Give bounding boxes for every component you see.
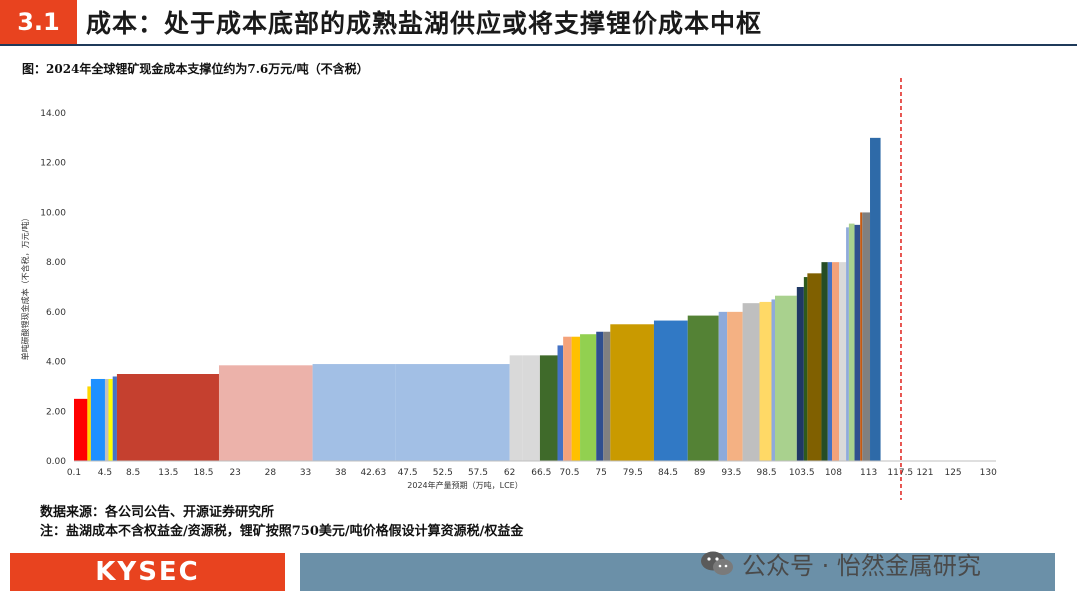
x-tick-label: 79.5	[623, 468, 643, 478]
bar-23	[718, 311, 728, 461]
x-tick-label: 103.5	[789, 468, 815, 478]
bar-27	[771, 299, 776, 461]
x-tick-label: 33	[300, 468, 311, 478]
x-tick-label: 8.5	[126, 468, 140, 478]
x-axis-label: 2024年产量预期（万吨，LCE）	[407, 480, 522, 490]
x-tick-label: 84.5	[658, 468, 678, 478]
x-tick-label: 89	[694, 468, 706, 478]
x-tick-label: 93.5	[721, 468, 741, 478]
bar-18	[596, 331, 604, 461]
bar-5	[108, 378, 113, 461]
x-tick-label: 42.63	[360, 468, 386, 478]
bar-31	[807, 273, 822, 461]
bar-35	[839, 262, 847, 461]
bar-17	[580, 334, 597, 461]
y-tick-label: 14.00	[40, 109, 66, 119]
bar-2	[87, 386, 91, 461]
kysec-logo: KYSEC	[10, 553, 285, 591]
x-tick-label: 47.5	[398, 468, 418, 478]
cost-curve-chart: 0.00 2.00 4.00 6.00 8.00 10.00 12.00 14.00 0.1 4…	[20, 78, 997, 500]
page-title: 成本：处于成本底部的成熟盐湖供应或将支撑锂价成本中枢	[86, 9, 763, 38]
bar-40	[862, 212, 871, 461]
bar-29	[796, 287, 804, 461]
footer-band	[300, 553, 1055, 591]
bar-28	[775, 295, 797, 461]
x-tick-label: 23	[229, 468, 240, 478]
section-number: 3.1	[0, 0, 77, 44]
x-tick-label: 70.5	[559, 468, 579, 478]
x-tick-label: 98.5	[757, 468, 777, 478]
footnote: 注：盐湖成本不含权益金/资源税，锂矿按照750美元/吨价格假设计算资源税/权益金	[40, 524, 524, 539]
bar-30	[803, 277, 808, 461]
x-tick-label: 28	[265, 468, 277, 478]
bar-13	[539, 355, 558, 461]
bar-8	[218, 365, 313, 461]
x-tick-label: 130	[980, 468, 997, 478]
bar-41	[870, 137, 881, 461]
bar-33	[827, 262, 833, 461]
x-tick-label: 0.1	[67, 468, 81, 478]
bar-15	[563, 336, 572, 461]
bar-1	[74, 398, 88, 461]
bar-16	[571, 336, 581, 461]
bar-12	[522, 355, 540, 461]
bar-19	[603, 331, 611, 461]
bar-22	[687, 315, 719, 461]
bar-3	[90, 378, 105, 461]
bar-38	[854, 224, 861, 461]
x-tick-label: 4.5	[98, 468, 112, 478]
x-tick-label: 113	[860, 468, 877, 478]
x-tick-label: 13.5	[158, 468, 178, 478]
bar-7	[116, 374, 219, 461]
y-tick-label: 2.00	[46, 407, 66, 417]
bar-9	[312, 364, 396, 461]
x-tick-label: 62	[504, 468, 515, 478]
x-tick-label: 108	[825, 468, 842, 478]
wechat-icon	[701, 551, 733, 575]
watermark-text: 公众号 · 怡然金属研究	[742, 552, 981, 580]
bar-21	[653, 320, 688, 461]
watermark: 公众号 · 怡然金属研究	[700, 546, 981, 581]
x-tick-label: 38	[335, 468, 347, 478]
bar-11	[509, 355, 523, 461]
bar-26	[759, 301, 772, 461]
x-tick-label: 52.5	[433, 468, 453, 478]
bar-37	[848, 223, 855, 461]
y-tick-label: 12.00	[40, 159, 66, 169]
bar-6	[112, 376, 117, 461]
x-tick-label: 121	[916, 468, 933, 478]
x-tick-label: 125	[944, 468, 961, 478]
y-tick-label: 0.00	[46, 457, 66, 467]
bar-36	[846, 227, 849, 461]
bar-4	[104, 378, 109, 461]
y-axis-label: 单吨碳酸锂现金成本（不含税，万元/吨）	[20, 214, 30, 361]
bar-34	[832, 262, 840, 461]
x-tick-label: 57.5	[468, 468, 488, 478]
y-tick-label: 6.00	[46, 308, 66, 318]
bar-24	[727, 311, 743, 461]
x-tick-label: 75	[595, 468, 606, 478]
x-tick-label: 18.5	[193, 468, 213, 478]
x-tick-label: 66.5	[531, 468, 551, 478]
bar-20	[610, 324, 654, 461]
bar-10	[395, 364, 510, 461]
data-source: 数据来源：各公司公告、开源证券研究所	[40, 505, 275, 520]
y-tick-label: 8.00	[46, 258, 66, 268]
figure-caption: 图：2024年全球锂矿现金成本支撑位约为7.6万元/吨（不含税）	[22, 62, 369, 76]
bar-32	[821, 262, 828, 461]
y-tick-label: 10.00	[40, 208, 66, 218]
title-divider	[0, 44, 1077, 46]
bar-39	[860, 212, 863, 461]
bar-25	[742, 303, 760, 461]
bar-14	[557, 345, 564, 461]
y-tick-label: 4.00	[46, 358, 66, 368]
